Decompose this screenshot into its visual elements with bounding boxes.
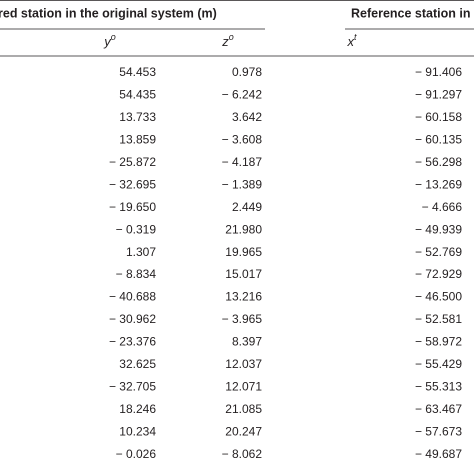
cell: − 57.673 xyxy=(415,424,462,438)
cell: 2.449 xyxy=(232,200,262,214)
cell: − 32.705 xyxy=(109,379,156,393)
cell: 19.965 xyxy=(225,245,262,259)
cell: 21.085 xyxy=(225,402,262,416)
cell: − 60.135 xyxy=(415,133,462,147)
column-superscript: o xyxy=(229,32,234,42)
cell: 18.246 xyxy=(119,402,156,416)
column-superscript: t xyxy=(354,32,357,42)
cell: − 49.939 xyxy=(415,222,462,236)
cell: − 32.695 xyxy=(109,177,156,191)
cell: − 8.834 xyxy=(116,267,157,281)
cell: − 56.298 xyxy=(415,155,462,169)
cell: − 4.666 xyxy=(422,200,463,214)
column-symbol: x xyxy=(346,34,354,49)
cell: 21.980 xyxy=(225,222,262,236)
cell: 15.017 xyxy=(225,267,262,281)
cell: − 60.158 xyxy=(415,110,462,124)
cell: − 1.389 xyxy=(222,177,263,191)
cell: − 55.429 xyxy=(415,357,462,371)
cell: 0.978 xyxy=(232,65,262,79)
cell: − 63.467 xyxy=(415,402,462,416)
cell: 13.733 xyxy=(119,110,156,124)
cell: − 19.650 xyxy=(109,200,156,214)
cell: 12.037 xyxy=(225,357,262,371)
cell: − 91.406 xyxy=(415,65,462,79)
cell: − 49.687 xyxy=(415,447,462,461)
cell: 32.625 xyxy=(119,357,156,371)
column-header: yo xyxy=(103,32,116,49)
cell: − 25.872 xyxy=(109,155,156,169)
cell: 20.247 xyxy=(225,424,262,438)
cell: − 8.062 xyxy=(222,447,263,461)
cell: − 23.376 xyxy=(109,335,156,349)
cell: − 40.688 xyxy=(109,290,156,304)
cell: 13.859 xyxy=(119,133,156,147)
cell: − 3.608 xyxy=(222,133,263,147)
cell: 54.453 xyxy=(119,65,156,79)
cell: − 91.297 xyxy=(415,88,462,102)
cell: − 4.187 xyxy=(222,155,263,169)
cell: − 46.500 xyxy=(415,290,462,304)
cell: − 0.319 xyxy=(116,222,157,236)
cell: 3.642 xyxy=(232,110,262,124)
column-header: xt xyxy=(346,32,357,49)
cell: 8.397 xyxy=(232,335,262,349)
cell: − 72.929 xyxy=(415,267,462,281)
cell: − 3.965 xyxy=(222,312,263,326)
cell: − 58.972 xyxy=(415,335,462,349)
column-header: zo xyxy=(221,32,234,49)
cell: 54.435 xyxy=(119,88,156,102)
cell: − 30.962 xyxy=(109,312,156,326)
cell: 12.071 xyxy=(225,379,262,393)
cell: − 52.769 xyxy=(415,245,462,259)
column-superscript: o xyxy=(111,32,116,42)
column-symbol: z xyxy=(221,34,229,49)
cell: − 52.581 xyxy=(415,312,462,326)
cell: − 13.269 xyxy=(415,177,462,191)
cell: − 6.242 xyxy=(222,88,263,102)
cell: − 0.026 xyxy=(116,447,157,461)
cell: 13.216 xyxy=(225,290,262,304)
group-header: Reference station in xyxy=(351,6,470,20)
cell: − 55.313 xyxy=(415,379,462,393)
cell: 10.234 xyxy=(119,424,156,438)
group-header: red station in the original system (m) xyxy=(0,6,217,20)
cell: 1.307 xyxy=(126,245,156,259)
column-symbol: y xyxy=(103,34,112,49)
